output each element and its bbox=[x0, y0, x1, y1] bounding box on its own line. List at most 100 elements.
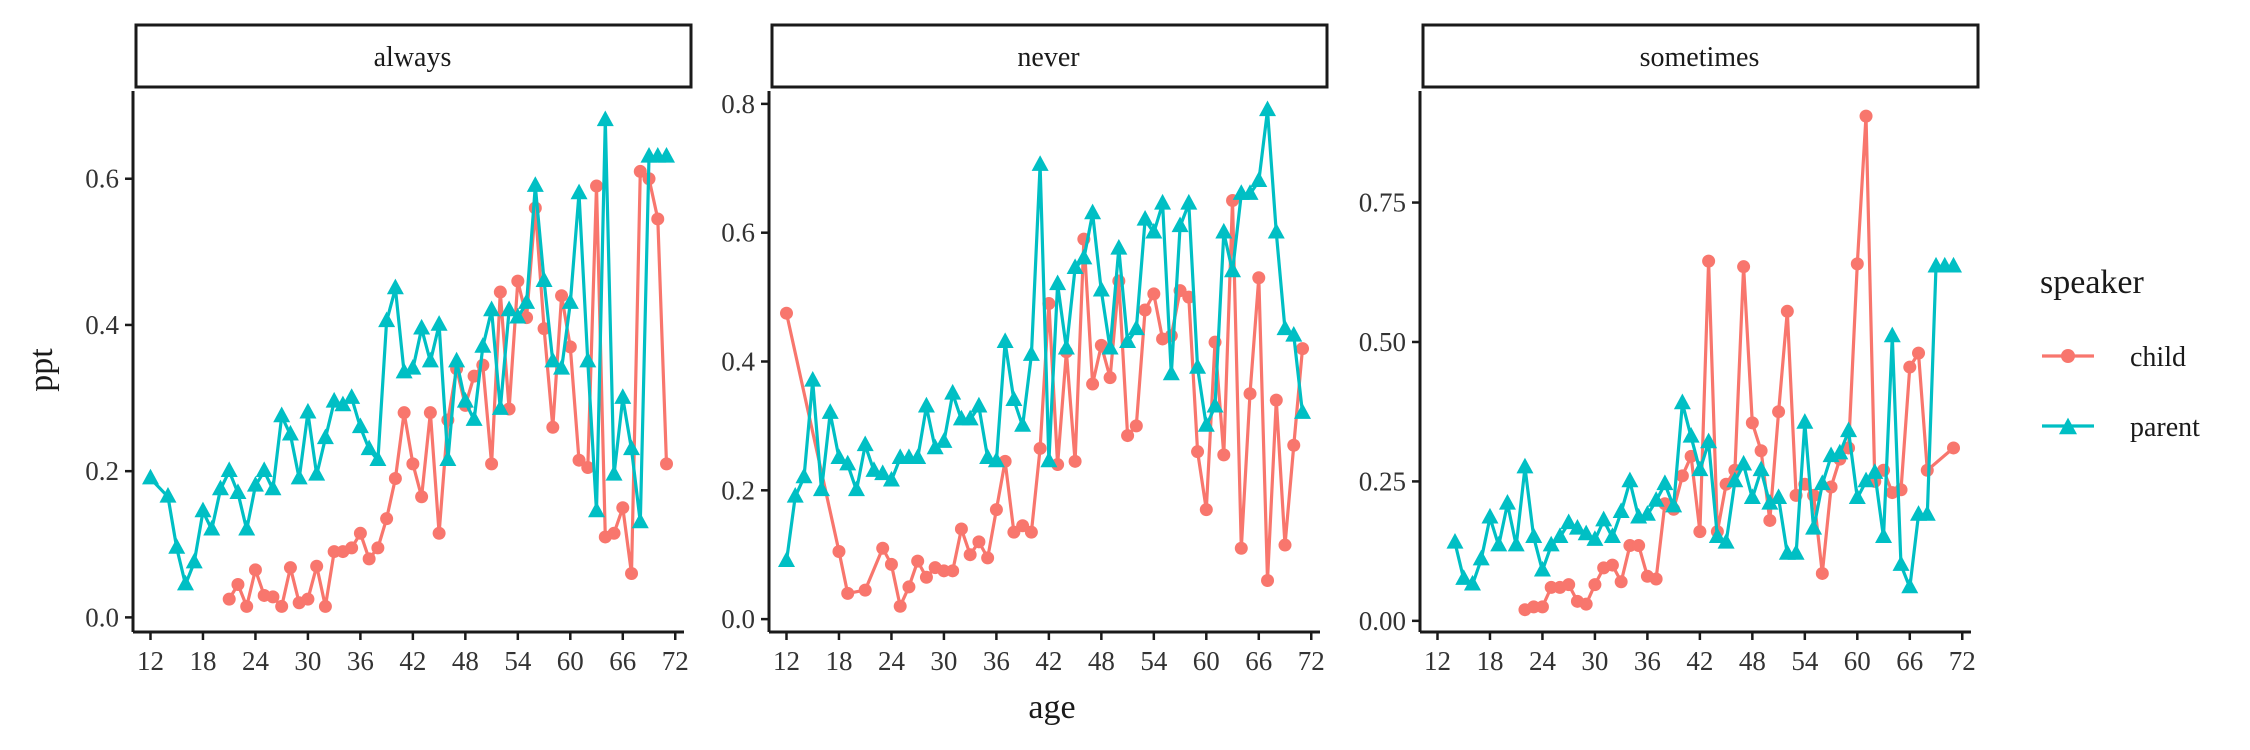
data-point bbox=[1101, 338, 1119, 355]
data-point bbox=[448, 351, 466, 368]
data-point bbox=[266, 590, 280, 604]
data-point bbox=[1840, 421, 1858, 438]
data-point bbox=[1261, 573, 1275, 587]
x-tick-label: 24 bbox=[242, 646, 270, 676]
data-point bbox=[483, 300, 501, 317]
data-point bbox=[518, 293, 536, 309]
x-tick-label: 54 bbox=[504, 646, 532, 676]
y-tick-label: 0.25 bbox=[1359, 466, 1406, 496]
data-point bbox=[581, 461, 595, 475]
x-tick-label: 30 bbox=[294, 646, 321, 676]
data-point bbox=[493, 285, 507, 299]
data-point bbox=[830, 448, 848, 464]
data-point bbox=[176, 574, 194, 591]
data-point bbox=[1693, 525, 1707, 539]
x-tick-label: 54 bbox=[1140, 646, 1168, 676]
data-point bbox=[981, 551, 995, 565]
y-tick-label: 0.75 bbox=[1359, 188, 1406, 218]
data-point bbox=[273, 406, 291, 423]
data-point bbox=[275, 599, 289, 613]
data-point bbox=[413, 318, 431, 335]
data-point bbox=[858, 583, 872, 597]
data-point bbox=[439, 450, 457, 467]
data-point bbox=[1780, 304, 1794, 318]
data-point bbox=[876, 541, 890, 555]
y-tick-label: 0.50 bbox=[1359, 327, 1406, 357]
data-point bbox=[238, 519, 256, 536]
data-point bbox=[362, 552, 376, 566]
y-tick-label: 0.6 bbox=[721, 218, 755, 248]
data-point bbox=[220, 461, 238, 478]
data-point bbox=[1892, 555, 1910, 571]
legend-label: child bbox=[2130, 342, 2186, 373]
data-point bbox=[290, 468, 308, 485]
data-point bbox=[1579, 597, 1593, 611]
data-point bbox=[1737, 260, 1751, 274]
data-point bbox=[1278, 538, 1292, 552]
data-point bbox=[1901, 577, 1919, 594]
data-point bbox=[614, 388, 632, 404]
series-child bbox=[779, 193, 1310, 613]
y-tick-label: 0.2 bbox=[85, 456, 119, 486]
data-point bbox=[511, 274, 525, 288]
data-point bbox=[1068, 454, 1082, 468]
data-point bbox=[1859, 109, 1873, 123]
x-axis-title: age bbox=[1028, 689, 1075, 726]
x-tick-label: 72 bbox=[662, 646, 689, 676]
data-point bbox=[343, 388, 361, 404]
data-point bbox=[1446, 532, 1464, 549]
data-point bbox=[961, 409, 979, 426]
data-point bbox=[1903, 360, 1917, 374]
x-tick-label: 60 bbox=[557, 646, 584, 676]
data-point bbox=[1815, 566, 1829, 580]
data-point bbox=[1918, 505, 1936, 521]
data-point bbox=[1763, 513, 1777, 527]
facet-strip bbox=[134, 23, 693, 89]
data-point bbox=[1294, 403, 1312, 419]
data-point bbox=[1535, 600, 1549, 614]
x-tick-label: 42 bbox=[1686, 646, 1713, 676]
data-point bbox=[1110, 239, 1128, 255]
data-point bbox=[1588, 578, 1602, 592]
data-point bbox=[1287, 438, 1301, 452]
data-point bbox=[1022, 345, 1040, 361]
data-point bbox=[248, 563, 262, 577]
data-point bbox=[141, 468, 159, 485]
x-tick-label: 36 bbox=[983, 646, 1010, 676]
x-tick-label: 12 bbox=[773, 646, 800, 676]
data-point bbox=[1005, 390, 1023, 407]
x-tick-label: 60 bbox=[1193, 646, 1220, 676]
data-point bbox=[651, 212, 665, 226]
data-point bbox=[1665, 496, 1683, 513]
data-point bbox=[353, 526, 367, 540]
data-point bbox=[1121, 429, 1135, 443]
panel-sometimes: sometimes 0.00 0.25 0.50 0.75 12 18 24 30 36 42 48 5… bbox=[1359, 23, 1980, 676]
data-point bbox=[1455, 569, 1473, 585]
data-point bbox=[1752, 460, 1770, 477]
data-point bbox=[255, 461, 273, 478]
data-point bbox=[893, 599, 907, 613]
facet-strip bbox=[770, 23, 1329, 89]
y-tick-label: 0.4 bbox=[85, 310, 119, 340]
data-point bbox=[229, 483, 247, 499]
data-point bbox=[351, 417, 369, 434]
data-point bbox=[909, 448, 927, 464]
series-parent bbox=[1446, 256, 1963, 594]
data-point bbox=[563, 340, 577, 354]
data-point bbox=[1147, 287, 1161, 301]
y-tick-label: 0.0 bbox=[721, 604, 755, 634]
x-tick-label: 42 bbox=[1035, 646, 1062, 676]
data-point bbox=[856, 435, 874, 452]
data-point bbox=[1612, 502, 1630, 518]
data-point bbox=[633, 164, 647, 178]
panel-always: always 0.0 0.2 0.4 0.6 12 18 24 30 36 42 48 54 60 66 72 bbox=[85, 23, 693, 676]
data-point bbox=[1533, 560, 1551, 577]
data-point bbox=[1119, 332, 1137, 349]
data-point bbox=[1605, 558, 1619, 572]
data-point bbox=[972, 535, 986, 549]
data-point bbox=[1560, 513, 1578, 530]
y-axis-title: ppt bbox=[23, 348, 60, 392]
data-point bbox=[882, 470, 900, 487]
x-tick-label: 18 bbox=[1476, 646, 1503, 676]
data-point bbox=[432, 526, 446, 540]
